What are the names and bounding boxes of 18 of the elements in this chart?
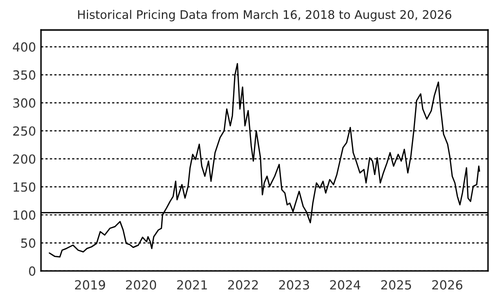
x-tick-label: 2020 bbox=[126, 280, 156, 290]
y-tick-label: 350 bbox=[13, 70, 36, 80]
x-tick-label: 2026 bbox=[432, 280, 462, 290]
y-tick-label: 100 bbox=[14, 210, 36, 220]
x-tick-label: 2023 bbox=[279, 280, 310, 290]
y-tick-label: 400 bbox=[12, 42, 36, 52]
y-tick-label: 50 bbox=[21, 238, 36, 248]
chart-title: Historical Pricing Data from March 16, 2018 to August 20, 2026 bbox=[78, 10, 452, 22]
y-tick-label: 150 bbox=[14, 182, 36, 192]
y-tick-label: 300 bbox=[13, 98, 36, 108]
x-tick-label: 2019 bbox=[75, 280, 106, 290]
y-tick-label: 200 bbox=[13, 154, 36, 164]
x-tick-label: 2024 bbox=[330, 280, 360, 290]
x-tick-label: 2025 bbox=[381, 280, 412, 290]
x-tick-label: 2021 bbox=[177, 280, 207, 290]
y-tick-label: 0 bbox=[29, 266, 36, 276]
x-tick-label: 2022 bbox=[228, 280, 258, 290]
y-tick-label: 250 bbox=[13, 126, 36, 136]
